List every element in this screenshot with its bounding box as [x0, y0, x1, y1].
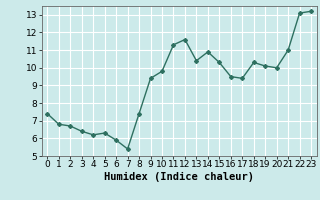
- X-axis label: Humidex (Indice chaleur): Humidex (Indice chaleur): [104, 172, 254, 182]
